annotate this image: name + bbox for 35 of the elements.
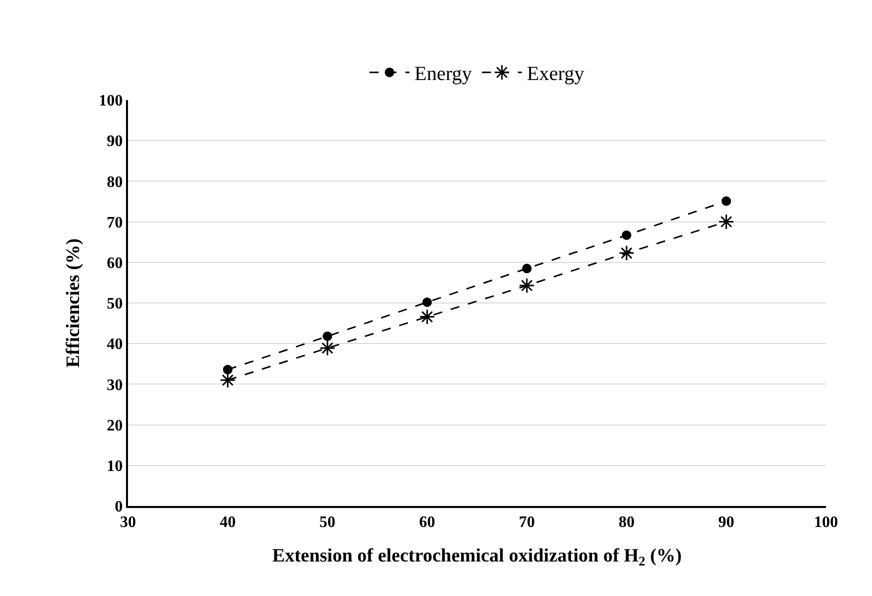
x-tick-label: 40: [220, 514, 236, 532]
point: [419, 308, 436, 325]
y-tick-label: 10: [106, 458, 123, 475]
y-tick-label: 50: [106, 296, 123, 313]
point: [518, 278, 535, 294]
x-tick-label: 90: [718, 514, 734, 532]
legend-label: Exergy: [526, 63, 584, 86]
point: [522, 264, 532, 274]
y-tick-label: 20: [106, 417, 123, 434]
x-tick-label: 100: [814, 514, 838, 532]
y-tick-label: 0: [114, 498, 123, 516]
y-tick-label: 70: [106, 214, 123, 232]
point: [220, 372, 236, 388]
point: [222, 364, 232, 374]
point: [722, 196, 732, 206]
x-axis-title: Extension of electrochemical oxidization of H$_{2}$ (%): [272, 546, 682, 568]
y-tick-label: 30: [106, 376, 123, 394]
y-axis-title: Efficiencies (%): [63, 238, 84, 368]
legend-label: Energy: [414, 63, 472, 86]
y-tick-label: 40: [106, 336, 123, 354]
y-tick-label: 90: [106, 133, 123, 150]
point: [622, 230, 632, 240]
x-tick-label: 80: [618, 514, 635, 532]
y-tick-label: 60: [106, 255, 123, 272]
x-tick-label: 30: [120, 514, 136, 532]
point: [422, 297, 432, 307]
y-tick-label: 100: [98, 92, 123, 110]
point: [718, 214, 734, 230]
point: [618, 245, 635, 262]
x-tick-label: 50: [319, 514, 336, 532]
point: [319, 340, 336, 356]
x-tick-label: 60: [419, 514, 436, 532]
y-tick-label: 80: [106, 174, 123, 191]
point: [322, 332, 332, 342]
x-tick-label: 70: [518, 514, 535, 532]
